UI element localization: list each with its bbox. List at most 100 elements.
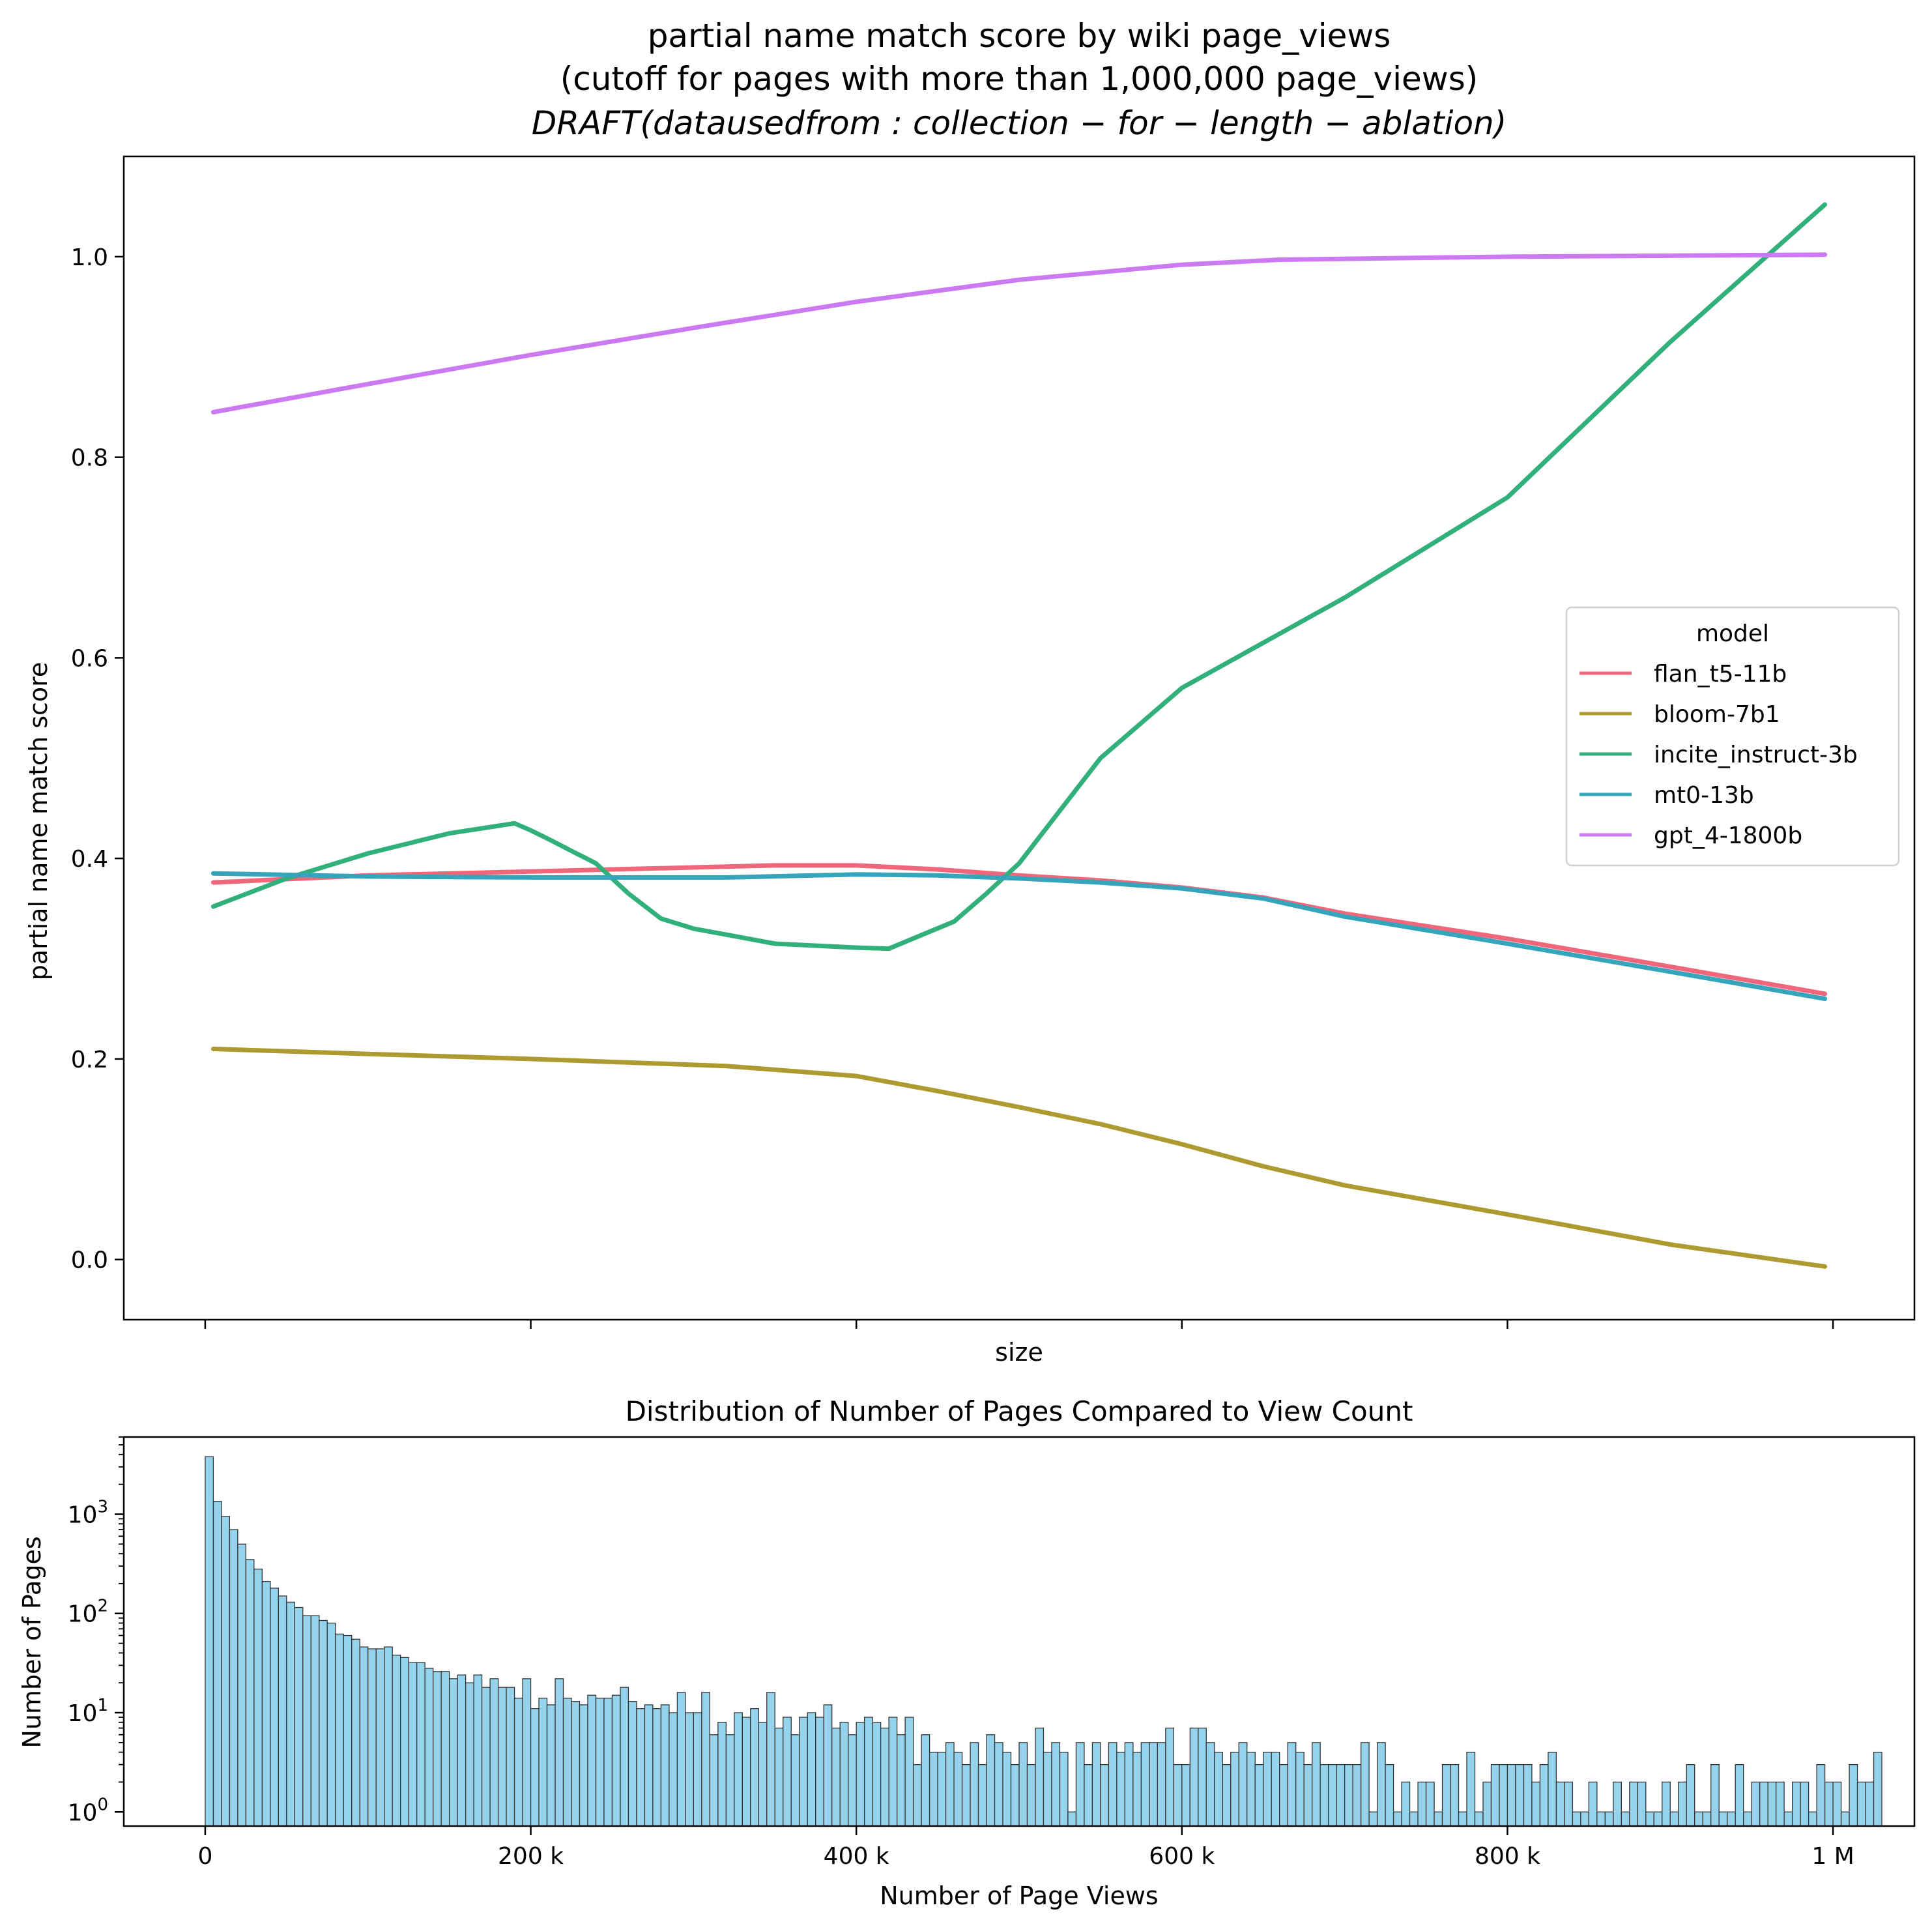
histogram-bar (1865, 1781, 1875, 1827)
y-tick-label: 0.0 (71, 1247, 108, 1274)
legend-entry-mt0-13b: mt0-13b (1654, 782, 1754, 809)
histogram-bar (1214, 1751, 1223, 1827)
histogram-bar (1718, 1811, 1728, 1827)
histogram-bar (1336, 1764, 1346, 1827)
histogram-bar (343, 1634, 353, 1827)
y-tick-label: 0.4 (71, 846, 108, 873)
histogram-bar (1287, 1742, 1297, 1827)
histogram-bar (1165, 1727, 1174, 1827)
histogram-bar (1873, 1751, 1882, 1827)
histogram-bar (848, 1734, 857, 1827)
histogram-bar (1043, 1751, 1052, 1827)
histogram-bar (530, 1708, 540, 1827)
histogram-bar (1629, 1781, 1638, 1827)
y-axis-label: partial name match score (24, 662, 53, 981)
histogram-bar (1254, 1764, 1264, 1827)
legend: model flan_t5-11b bloom-7b1 incite_instruct… (1565, 606, 1900, 867)
histogram-bar (513, 1698, 523, 1827)
histogram-bar (994, 1742, 1003, 1827)
histogram-bar (1157, 1742, 1166, 1827)
histogram-bar (1759, 1781, 1768, 1827)
legend-title: model (1696, 620, 1769, 647)
histogram-bar (636, 1708, 646, 1827)
histogram-bar (400, 1657, 409, 1827)
histogram-bar (416, 1662, 425, 1827)
histogram-bar (1067, 1811, 1077, 1827)
histogram-bar (1751, 1781, 1761, 1827)
y-tick-label: 0.8 (71, 445, 108, 472)
histogram-bar (351, 1638, 360, 1827)
histogram-bar (440, 1671, 450, 1827)
histogram-bar (497, 1687, 507, 1827)
histogram-bar (627, 1701, 637, 1827)
histogram-bar (937, 1751, 947, 1827)
histogram-bar (1490, 1764, 1500, 1827)
series-line-incite_instruct-3b (210, 202, 1828, 951)
histogram-title: Distribution of Number of Pages Compared… (626, 1395, 1413, 1427)
y-tick-label: 1.0 (71, 244, 108, 271)
histogram-bar (1621, 1811, 1630, 1827)
histogram-bar (1279, 1764, 1288, 1827)
histogram: 0 200 k 400 k 600 k 800 k 1 M 100 101 102 103 (68, 1436, 1916, 1870)
histogram-bar (555, 1678, 564, 1827)
y-tick-label: 0.2 (71, 1047, 108, 1073)
histogram-y-tick-label: 102 (68, 1597, 108, 1628)
histogram-bar (1002, 1751, 1012, 1827)
histogram-bar (253, 1569, 263, 1827)
histogram-bar (1205, 1742, 1215, 1827)
histogram-bar (587, 1694, 597, 1827)
histogram-bar (1417, 1781, 1427, 1827)
histogram-bar (1783, 1811, 1793, 1827)
histogram-bar (571, 1701, 581, 1827)
histogram-bar (302, 1615, 311, 1827)
histogram-bar (1735, 1764, 1744, 1827)
histogram-bar (734, 1712, 743, 1827)
histogram-bar (237, 1543, 247, 1827)
histogram-bar (1173, 1764, 1183, 1827)
histogram-bar (758, 1722, 768, 1827)
histogram-bar (310, 1615, 320, 1827)
histogram-bar (375, 1648, 385, 1827)
histogram-bar (384, 1646, 393, 1827)
histogram-x-tick-label: 400 k (824, 1843, 889, 1870)
series-line-mt0-13b (210, 871, 1828, 1002)
histogram-bar (1613, 1781, 1622, 1827)
histogram-bar (1572, 1811, 1581, 1827)
histogram-bar (1539, 1764, 1549, 1827)
histogram-y-tick-label: 101 (68, 1696, 108, 1727)
histogram-bar (1303, 1764, 1313, 1827)
y-tick-label: 0.6 (71, 645, 108, 672)
histogram-bar (205, 1456, 214, 1827)
histogram-bar (448, 1678, 458, 1827)
histogram-bar (896, 1734, 906, 1827)
histogram-x-tick-label: 1 M (1811, 1843, 1854, 1870)
histogram-bar (1588, 1781, 1598, 1827)
histogram-bar (611, 1694, 621, 1827)
histogram-bar (1694, 1811, 1703, 1827)
histogram-bar (1669, 1811, 1679, 1827)
histogram-bar (1645, 1811, 1654, 1827)
line-chart: 0.0 0.2 0.4 0.6 0.8 1.0 (71, 155, 1916, 1329)
histogram-bar (1230, 1751, 1239, 1827)
histogram-bar (676, 1692, 686, 1827)
histogram-bar (1548, 1751, 1557, 1827)
histogram-x-tick-label: 800 k (1475, 1843, 1540, 1870)
histogram-bar (1824, 1781, 1834, 1827)
histogram-bar (1800, 1781, 1809, 1827)
histogram-bar (1409, 1811, 1419, 1827)
histogram-bar (709, 1734, 719, 1827)
histogram-bar (1662, 1781, 1671, 1827)
chart-title-line-3: DRAFT(datausedfrom : collection − for − … (532, 104, 1507, 142)
histogram-bar (1018, 1742, 1028, 1827)
histogram-bar (1124, 1742, 1134, 1827)
histogram-bar (603, 1698, 613, 1827)
histogram-bar (977, 1764, 987, 1827)
histogram-bar (212, 1500, 222, 1827)
histogram-bar (1319, 1764, 1329, 1827)
histogram-bar (1604, 1811, 1614, 1827)
x-axis-label: size (995, 1338, 1043, 1367)
histogram-bar (1295, 1751, 1305, 1827)
histogram-bar (864, 1717, 873, 1827)
legend-entry-incite_instruct-3b: incite_instruct-3b (1654, 742, 1858, 768)
histogram-bar (872, 1722, 882, 1827)
